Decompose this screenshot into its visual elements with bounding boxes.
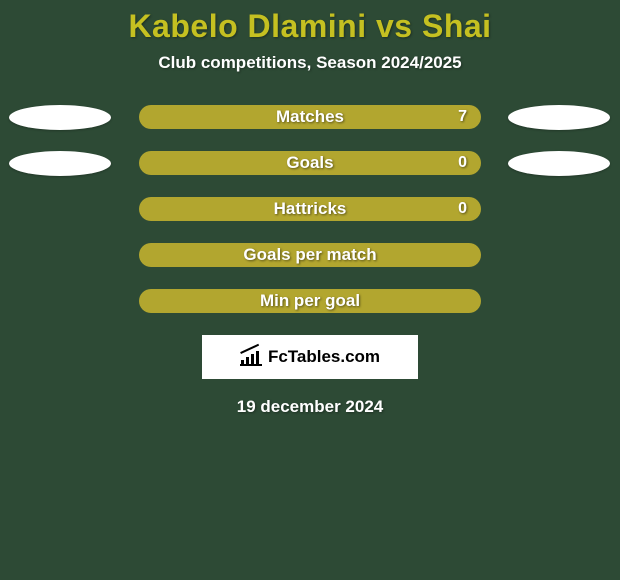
stat-bar: Min per goal	[139, 289, 481, 313]
stat-bar: Hattricks 0	[139, 197, 481, 221]
page-title: Kabelo Dlamini vs Shai	[0, 0, 620, 45]
stat-label: Goals	[139, 151, 481, 175]
player-right-marker	[508, 151, 610, 176]
player-right-marker	[508, 105, 610, 130]
stat-row: Min per goal	[0, 289, 620, 313]
date-text: 19 december 2024	[0, 397, 620, 417]
stat-value: 0	[458, 197, 467, 221]
stat-row: Matches 7	[0, 105, 620, 129]
stat-value: 7	[458, 105, 467, 129]
subtitle: Club competitions, Season 2024/2025	[0, 53, 620, 73]
stat-label: Hattricks	[139, 197, 481, 221]
stat-value: 0	[458, 151, 467, 175]
stat-row: Hattricks 0	[0, 197, 620, 221]
brand-badge: FcTables.com	[202, 335, 418, 379]
stat-bar: Goals per match	[139, 243, 481, 267]
player-left-marker	[9, 151, 111, 176]
stat-bar: Goals 0	[139, 151, 481, 175]
brand-chart-icon	[240, 348, 262, 366]
stat-label: Goals per match	[139, 243, 481, 267]
brand-text: FcTables.com	[268, 347, 380, 367]
player-left-marker	[9, 105, 111, 130]
comparison-infographic: Kabelo Dlamini vs Shai Club competitions…	[0, 0, 620, 580]
stat-row: Goals per match	[0, 243, 620, 267]
stat-label: Matches	[139, 105, 481, 129]
stat-label: Min per goal	[139, 289, 481, 313]
stat-row: Goals 0	[0, 151, 620, 175]
stat-bar: Matches 7	[139, 105, 481, 129]
stat-rows: Matches 7 Goals 0 Hattricks 0 Goals per …	[0, 105, 620, 313]
